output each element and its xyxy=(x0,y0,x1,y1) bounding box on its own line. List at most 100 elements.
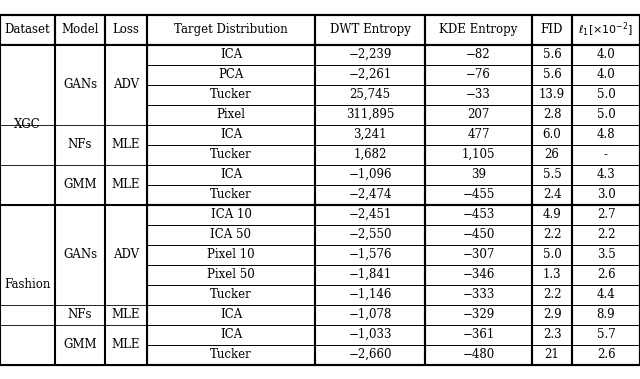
Text: 2.7: 2.7 xyxy=(596,208,615,221)
Text: 8.9: 8.9 xyxy=(596,308,615,321)
Text: GANs: GANs xyxy=(63,248,97,261)
Text: 2.2: 2.2 xyxy=(543,288,561,301)
Text: 5.5: 5.5 xyxy=(543,168,561,181)
Text: Fashion: Fashion xyxy=(4,278,51,291)
Bar xyxy=(0,205,55,365)
Text: −455: −455 xyxy=(462,188,495,201)
Bar xyxy=(55,164,105,205)
Text: 21: 21 xyxy=(545,348,559,361)
Text: ICA: ICA xyxy=(220,48,242,61)
Text: −2,261: −2,261 xyxy=(348,68,392,81)
Text: Pixel 10: Pixel 10 xyxy=(207,248,255,261)
Bar xyxy=(105,164,147,205)
Text: −453: −453 xyxy=(462,208,495,221)
Text: MLE: MLE xyxy=(112,178,140,191)
Text: −2,239: −2,239 xyxy=(348,48,392,61)
Text: GMM: GMM xyxy=(63,178,97,191)
Text: 2.9: 2.9 xyxy=(543,308,561,321)
Text: 6.0: 6.0 xyxy=(543,128,561,141)
Text: 2.2: 2.2 xyxy=(543,228,561,241)
Text: 5.0: 5.0 xyxy=(596,108,616,121)
Text: −307: −307 xyxy=(462,248,495,261)
Text: 4.3: 4.3 xyxy=(596,168,616,181)
Text: PCA: PCA xyxy=(218,68,244,81)
Bar xyxy=(55,324,105,365)
Text: 4.9: 4.9 xyxy=(543,208,561,221)
Text: −1,033: −1,033 xyxy=(348,328,392,341)
Text: −450: −450 xyxy=(462,228,495,241)
Bar xyxy=(0,44,55,205)
Text: 1,105: 1,105 xyxy=(461,148,495,161)
Text: 3,241: 3,241 xyxy=(353,128,387,141)
Text: 5.6: 5.6 xyxy=(543,68,561,81)
Text: 1.3: 1.3 xyxy=(543,268,561,281)
Text: ADV: ADV xyxy=(113,78,139,91)
Text: ICA 50: ICA 50 xyxy=(211,228,252,241)
Text: Model: Model xyxy=(61,23,99,36)
Text: ICA: ICA xyxy=(220,128,242,141)
Bar xyxy=(105,124,147,164)
Text: XGC: XGC xyxy=(14,118,41,131)
Bar xyxy=(105,205,147,304)
Bar xyxy=(55,124,105,164)
Text: Dataset: Dataset xyxy=(4,23,51,36)
Text: 5.6: 5.6 xyxy=(543,48,561,61)
Text: MLE: MLE xyxy=(112,138,140,151)
Text: 2.8: 2.8 xyxy=(543,108,561,121)
Text: −76: −76 xyxy=(466,68,491,81)
Text: DWT Entropy: DWT Entropy xyxy=(330,23,410,36)
Text: 2.4: 2.4 xyxy=(543,188,561,201)
Text: 13.9: 13.9 xyxy=(539,88,565,101)
Text: 2.3: 2.3 xyxy=(543,328,561,341)
Text: GANs: GANs xyxy=(63,78,97,91)
Text: -: - xyxy=(604,148,608,161)
Text: 207: 207 xyxy=(467,108,490,121)
Text: −1,841: −1,841 xyxy=(348,268,392,281)
Text: 26: 26 xyxy=(545,148,559,161)
Text: −361: −361 xyxy=(462,328,495,341)
Text: ICA 10: ICA 10 xyxy=(211,208,252,221)
Text: FID: FID xyxy=(541,23,563,36)
Text: KDE Entropy: KDE Entropy xyxy=(439,23,518,36)
Text: MLE: MLE xyxy=(112,308,140,321)
Text: Loss: Loss xyxy=(113,23,140,36)
Text: 4.8: 4.8 xyxy=(596,128,615,141)
Text: ICA: ICA xyxy=(220,168,242,181)
Text: 4.0: 4.0 xyxy=(596,48,616,61)
Text: −2,550: −2,550 xyxy=(348,228,392,241)
Text: −1,576: −1,576 xyxy=(348,248,392,261)
Text: 2.2: 2.2 xyxy=(596,228,615,241)
Bar xyxy=(105,324,147,365)
Text: −2,474: −2,474 xyxy=(348,188,392,201)
Text: ICA: ICA xyxy=(220,328,242,341)
Text: −329: −329 xyxy=(462,308,495,321)
Bar xyxy=(55,304,105,324)
Bar xyxy=(55,44,105,124)
Text: 5.0: 5.0 xyxy=(543,248,561,261)
Bar xyxy=(105,304,147,324)
Text: −1,096: −1,096 xyxy=(348,168,392,181)
Text: $\ell_1[\times10^{-2}]$: $\ell_1[\times10^{-2}]$ xyxy=(579,20,634,39)
Text: 2.6: 2.6 xyxy=(596,268,615,281)
Text: 1,682: 1,682 xyxy=(353,148,387,161)
Text: 5.0: 5.0 xyxy=(596,88,616,101)
Text: Pixel: Pixel xyxy=(216,108,246,121)
Text: Tucker: Tucker xyxy=(210,348,252,361)
Text: 5.7: 5.7 xyxy=(596,328,616,341)
Text: 477: 477 xyxy=(467,128,490,141)
Text: −2,660: −2,660 xyxy=(348,348,392,361)
Text: NFs: NFs xyxy=(68,308,92,321)
Text: Tucker: Tucker xyxy=(210,148,252,161)
Text: 25,745: 25,745 xyxy=(349,88,390,101)
Text: 4.4: 4.4 xyxy=(596,288,616,301)
Text: GMM: GMM xyxy=(63,338,97,351)
Text: 4.0: 4.0 xyxy=(596,68,616,81)
Text: −346: −346 xyxy=(462,268,495,281)
Text: Tucker: Tucker xyxy=(210,188,252,201)
Text: −480: −480 xyxy=(462,348,495,361)
Bar xyxy=(105,44,147,124)
Text: Tucker: Tucker xyxy=(210,288,252,301)
Text: MLE: MLE xyxy=(112,338,140,351)
Text: Target Distribution: Target Distribution xyxy=(174,23,288,36)
Text: −333: −333 xyxy=(462,288,495,301)
